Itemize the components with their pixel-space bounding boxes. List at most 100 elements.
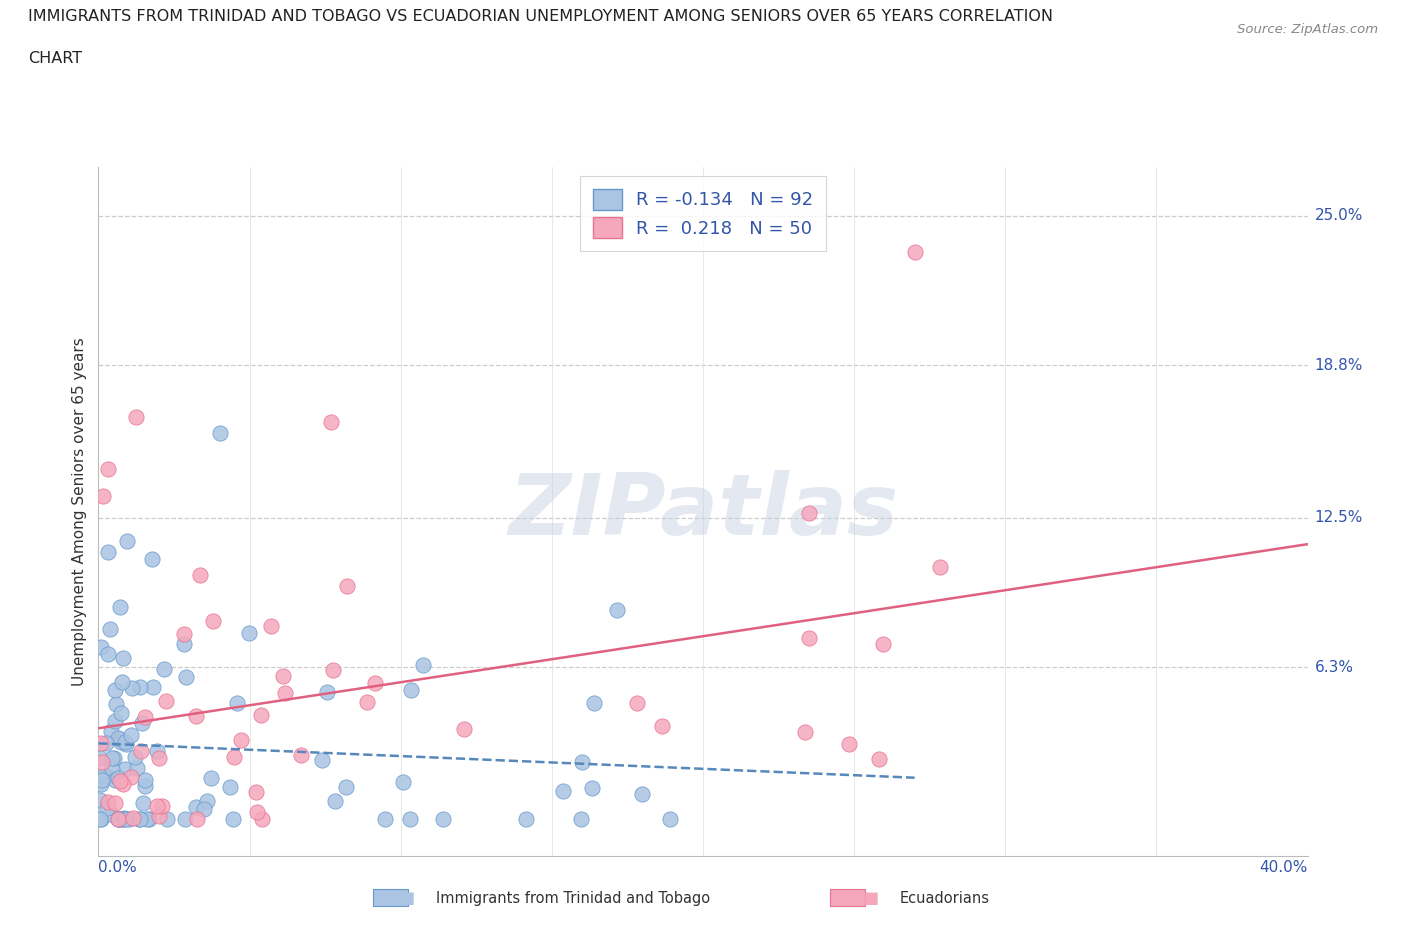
Point: [90, 773, 112, 788]
Text: Source: ZipAtlas.com: Source: ZipAtlas.com: [1237, 23, 1378, 36]
Text: 18.8%: 18.8%: [1315, 358, 1362, 373]
Point: [364, 676, 387, 691]
Point: [606, 603, 628, 618]
Point: [114, 812, 136, 827]
Point: [569, 812, 592, 827]
Point: [111, 650, 134, 665]
Point: [111, 812, 134, 827]
Point: [91, 755, 114, 770]
Point: [222, 812, 245, 827]
Point: [202, 614, 225, 629]
Point: [97, 646, 120, 661]
Point: [515, 812, 537, 827]
Point: [89, 792, 111, 807]
Point: [399, 683, 422, 698]
Point: [838, 737, 860, 751]
Point: [89, 812, 111, 827]
Point: [335, 779, 357, 794]
Point: [94, 735, 117, 750]
Y-axis label: Unemployment Among Seniors over 65 years: Unemployment Among Seniors over 65 years: [72, 338, 87, 686]
Point: [124, 750, 146, 764]
Text: 6.3%: 6.3%: [1315, 659, 1354, 675]
Point: [551, 784, 574, 799]
Point: [186, 812, 208, 827]
Point: [872, 637, 894, 652]
Point: [114, 735, 136, 750]
Point: [112, 777, 135, 791]
Point: [148, 809, 170, 824]
Point: [799, 505, 821, 520]
Point: [110, 734, 132, 749]
Point: [134, 710, 156, 724]
Point: [90, 640, 112, 655]
Point: [222, 750, 245, 764]
Point: [107, 812, 129, 827]
Point: [398, 812, 420, 827]
Point: [155, 694, 177, 709]
Point: [98, 806, 121, 821]
Point: [658, 812, 681, 827]
Point: [100, 724, 122, 738]
Point: [651, 719, 673, 734]
Point: [101, 762, 124, 777]
Point: [195, 794, 218, 809]
Text: ▪: ▪: [863, 886, 880, 910]
Point: [96, 800, 118, 815]
Point: [104, 773, 127, 788]
Text: Immigrants from Trinidad and Tobago: Immigrants from Trinidad and Tobago: [436, 891, 710, 906]
Point: [104, 683, 127, 698]
Point: [129, 812, 152, 827]
Point: [131, 715, 153, 730]
Point: [321, 415, 343, 430]
Point: [356, 695, 378, 710]
Point: [335, 578, 357, 593]
Point: [904, 245, 927, 259]
Point: [153, 661, 176, 676]
Point: [184, 799, 207, 814]
Point: [315, 684, 337, 699]
Point: [121, 681, 143, 696]
Point: [97, 544, 120, 559]
Point: [112, 812, 135, 827]
Point: [120, 770, 142, 785]
Point: [184, 709, 207, 724]
Point: [134, 773, 156, 788]
Point: [122, 810, 145, 825]
Point: [93, 769, 115, 784]
Point: [104, 714, 127, 729]
Point: [174, 812, 197, 827]
Point: [91, 488, 114, 503]
Point: [311, 752, 333, 767]
Point: [115, 737, 138, 751]
Text: ZIPatlas: ZIPatlas: [508, 470, 898, 553]
Point: [793, 725, 815, 740]
Text: 12.5%: 12.5%: [1315, 510, 1362, 525]
Text: 25.0%: 25.0%: [1315, 208, 1362, 223]
Point: [118, 812, 141, 827]
Point: [127, 761, 149, 776]
Point: [929, 560, 952, 575]
Point: [117, 533, 139, 548]
Point: [148, 751, 170, 765]
Point: [412, 658, 434, 672]
Point: [129, 744, 152, 759]
Point: [391, 775, 413, 790]
Point: [174, 670, 197, 684]
Point: [136, 812, 159, 827]
Point: [104, 696, 127, 711]
Point: [107, 771, 129, 786]
Point: [107, 812, 129, 827]
Text: 40.0%: 40.0%: [1260, 860, 1308, 875]
Point: [260, 618, 283, 633]
Point: [134, 779, 156, 794]
Point: [110, 705, 132, 720]
Point: [225, 696, 247, 711]
Point: [208, 426, 231, 441]
Point: [250, 812, 273, 827]
Point: [104, 795, 127, 810]
Text: Ecuadorians: Ecuadorians: [900, 891, 990, 906]
Text: IMMIGRANTS FROM TRINIDAD AND TOBAGO VS ECUADORIAN UNEMPLOYMENT AMONG SENIORS OVE: IMMIGRANTS FROM TRINIDAD AND TOBAGO VS E…: [28, 9, 1053, 24]
Point: [188, 568, 211, 583]
Point: [107, 730, 129, 745]
Point: [630, 787, 652, 802]
